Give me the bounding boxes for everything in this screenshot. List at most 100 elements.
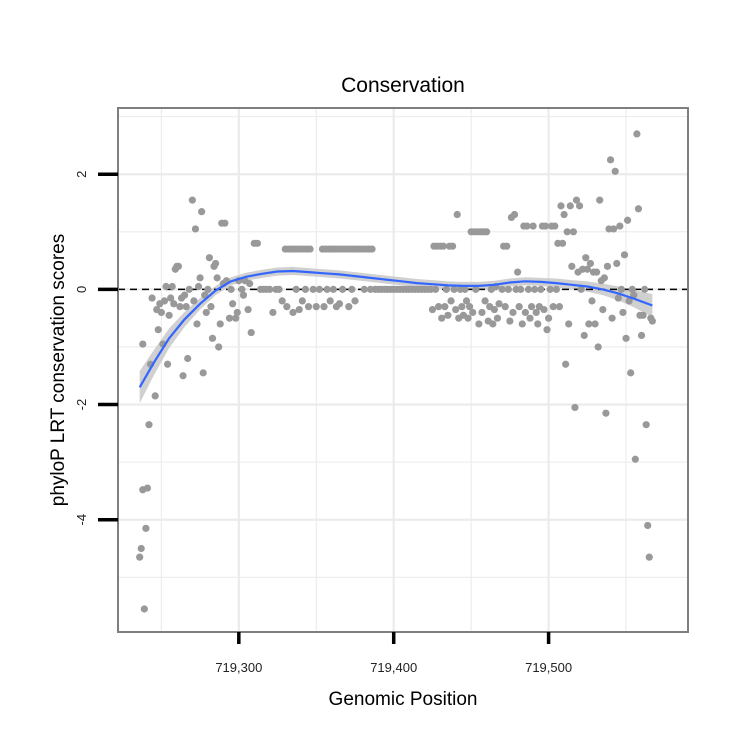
y-tick-label: -4 [74,514,89,526]
data-point [645,553,653,561]
data-point [552,285,560,293]
data-point [227,285,235,293]
data-point [225,314,234,322]
data-point [442,285,450,293]
data-point [543,326,551,334]
data-point [165,311,173,319]
data-point [518,320,526,328]
data-point [338,285,347,293]
data-point [603,262,612,270]
data-point [608,314,616,322]
data-point [481,297,489,305]
data-point [495,300,503,308]
data-point [628,285,636,293]
data-point [233,308,241,317]
data-point [575,202,584,210]
data-point [309,285,317,293]
data-point [462,297,471,305]
data-point [211,259,220,268]
data-point [444,311,452,319]
data-point [594,343,602,351]
tick-layer: 719,300 719,400 719,500 -4 -2 0 2 [74,171,572,675]
data-point [627,369,635,377]
data-point [174,262,183,270]
data-point [565,320,573,328]
data-point [580,331,588,340]
data-point [501,303,509,311]
data-point [162,282,170,291]
data-point [439,242,447,250]
data-point [148,294,156,302]
data-point [167,294,175,302]
data-point [207,303,215,311]
x-tick-label: 719,300 [215,660,262,675]
data-point [292,285,300,293]
data-point [631,455,639,463]
data-point [188,196,196,204]
data-point [593,268,601,276]
data-point [563,228,571,236]
data-point [348,285,356,293]
data-point [304,303,313,311]
data-point [531,285,539,293]
data-point [184,354,192,363]
data-point [514,268,522,276]
data-point [599,305,607,314]
data-point [466,303,474,311]
data-point [320,303,328,311]
data-point [196,274,204,282]
smooth-curve-layer [138,269,653,388]
data-point [490,305,498,314]
data-point [620,251,629,259]
data-point [142,524,150,532]
data-point [582,254,590,262]
data-point [266,285,274,293]
data-point [483,228,491,236]
data-point [642,421,650,429]
y-tick-label: 0 [74,286,89,293]
loess-smooth-curve [138,269,653,388]
data-point [546,285,554,293]
data-point [137,544,145,553]
data-point [205,254,213,262]
data-point [622,334,630,342]
data-point [428,305,437,314]
data-point [160,297,169,305]
data-point [551,222,559,230]
data-point [450,285,458,293]
data-point [469,308,477,317]
data-point [368,245,376,253]
data-point [182,303,190,311]
data-point [140,605,148,613]
data-point [448,242,457,250]
data-point [213,274,221,282]
data-point [503,242,511,250]
data-point [571,403,579,412]
data-point [610,225,618,233]
point-layer [136,130,656,613]
data-point [506,317,514,325]
data-point [170,300,178,308]
data-point [283,303,291,311]
data-point [181,291,189,299]
plot-frame [117,107,689,633]
data-point [176,303,184,311]
y-tick-label: 2 [74,171,89,178]
data-point [168,282,176,291]
data-point [515,303,523,311]
data-point [238,285,246,293]
data-point [202,308,210,317]
data-point [315,285,323,293]
data-point [524,285,533,293]
data-point [464,314,472,322]
data-point [278,297,286,305]
data-point [335,300,344,308]
data-point [198,208,206,216]
data-point [157,308,165,317]
data-point [644,521,652,530]
data-point [583,265,591,273]
data-point [298,297,306,305]
data-point [541,222,550,230]
data-point [637,331,646,340]
